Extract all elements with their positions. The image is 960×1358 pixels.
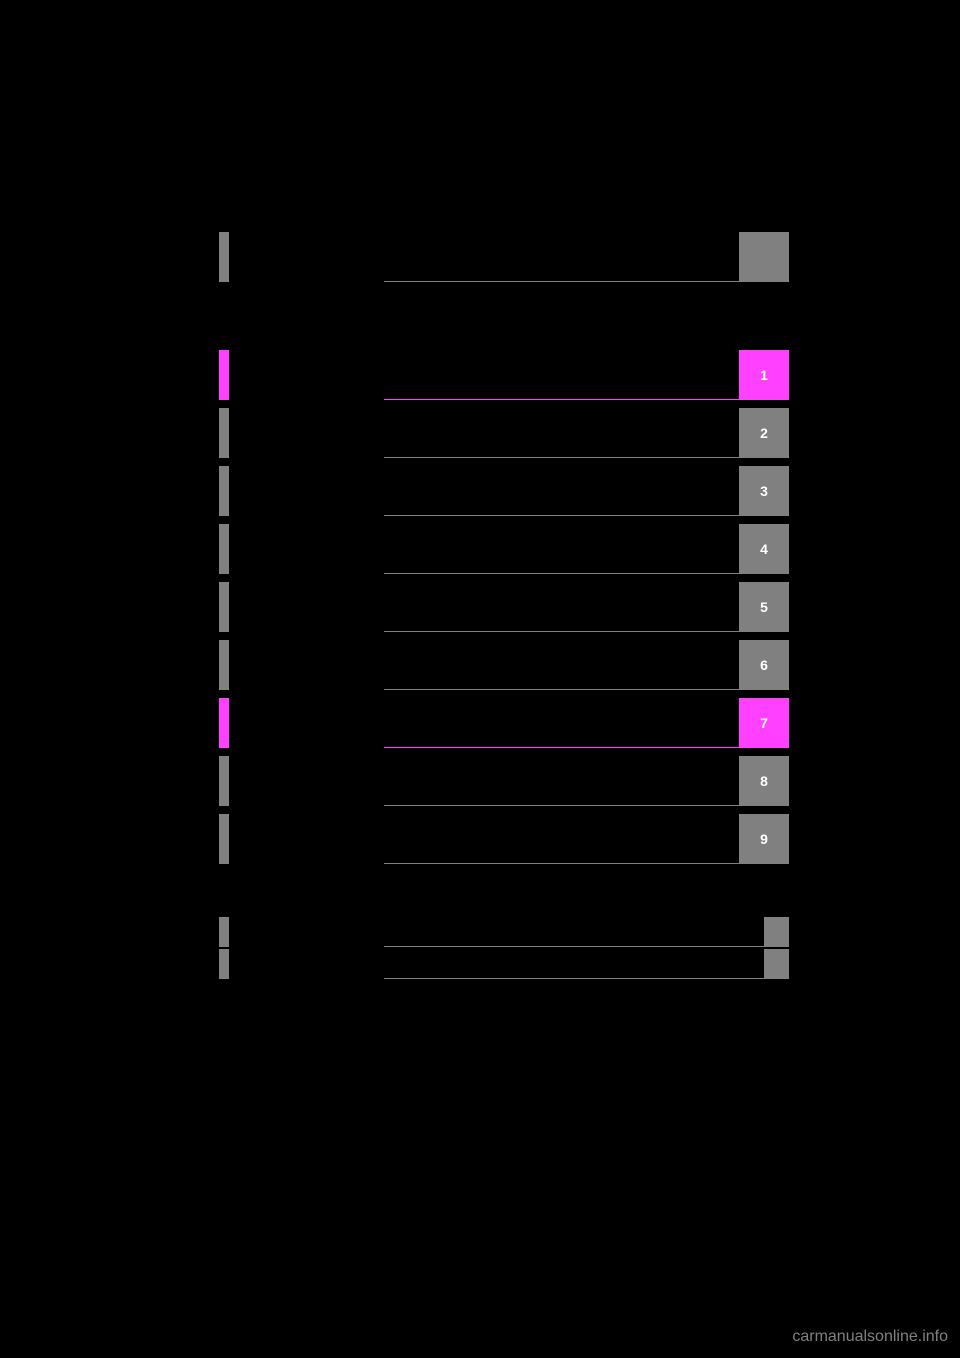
box-9 <box>384 814 739 864</box>
top-right-tab <box>739 232 789 282</box>
right-tab-6: 6 <box>739 640 789 690</box>
left-tab-9 <box>219 814 229 864</box>
left-tab-6 <box>219 640 229 690</box>
gap <box>229 917 384 947</box>
gap <box>229 698 384 748</box>
section-number: 5 <box>760 599 768 615</box>
section-number: 2 <box>760 425 768 441</box>
bottom-right-tab-2 <box>764 949 789 979</box>
section-number: 1 <box>760 367 768 383</box>
box-5 <box>384 582 739 632</box>
gap <box>229 350 384 400</box>
left-tab-8 <box>219 756 229 806</box>
box-1 <box>384 350 739 400</box>
right-tab-5: 5 <box>739 582 789 632</box>
section-row-3[interactable]: 3 <box>219 466 789 516</box>
box-4 <box>384 524 739 574</box>
box-6 <box>384 640 739 690</box>
section-row-9[interactable]: 9 <box>219 814 789 864</box>
top-left-tab <box>219 232 229 282</box>
left-tab-4 <box>219 524 229 574</box>
section-number: 7 <box>760 715 768 731</box>
box-7 <box>384 698 739 748</box>
right-tab-2: 2 <box>739 408 789 458</box>
right-tab-3: 3 <box>739 466 789 516</box>
right-tab-1: 1 <box>739 350 789 400</box>
right-tab-4: 4 <box>739 524 789 574</box>
section-number: 8 <box>760 773 768 789</box>
box-8 <box>384 756 739 806</box>
section-row-6[interactable]: 6 <box>219 640 789 690</box>
section-row-5[interactable]: 5 <box>219 582 789 632</box>
gap <box>229 949 384 979</box>
section-number: 4 <box>760 541 768 557</box>
top-box <box>384 232 739 282</box>
section-row-4[interactable]: 4 <box>219 524 789 574</box>
left-tab-5 <box>219 582 229 632</box>
right-tab-9: 9 <box>739 814 789 864</box>
section-number: 9 <box>760 831 768 847</box>
toc-container: 1 2 3 4 5 6 7 8 <box>219 232 789 981</box>
top-row <box>219 232 789 282</box>
spacer <box>219 872 789 917</box>
left-tab-3 <box>219 466 229 516</box>
gap <box>229 524 384 574</box>
bottom-box-2 <box>384 949 764 979</box>
right-tab-8: 8 <box>739 756 789 806</box>
section-row-2[interactable]: 2 <box>219 408 789 458</box>
right-tab-7: 7 <box>739 698 789 748</box>
gap <box>229 232 384 282</box>
bottom-left-tab-1 <box>219 917 229 947</box>
left-tab-2 <box>219 408 229 458</box>
section-number: 6 <box>760 657 768 673</box>
gap <box>229 640 384 690</box>
gap <box>229 582 384 632</box>
section-number: 3 <box>760 483 768 499</box>
bottom-box-1 <box>384 917 764 947</box>
section-row-7[interactable]: 7 <box>219 698 789 748</box>
watermark: carmanualsonline.info <box>792 1328 948 1346</box>
left-tab-7 <box>219 698 229 748</box>
gap <box>229 408 384 458</box>
bottom-right-tab-1 <box>764 917 789 947</box>
gap <box>229 756 384 806</box>
box-3 <box>384 466 739 516</box>
spacer <box>219 290 789 350</box>
left-tab-1 <box>219 350 229 400</box>
section-row-1[interactable]: 1 <box>219 350 789 400</box>
gap <box>229 814 384 864</box>
bottom-row-2 <box>219 949 789 979</box>
bottom-row-1 <box>219 917 789 947</box>
box-2 <box>384 408 739 458</box>
bottom-left-tab-2 <box>219 949 229 979</box>
gap <box>229 466 384 516</box>
section-row-8[interactable]: 8 <box>219 756 789 806</box>
